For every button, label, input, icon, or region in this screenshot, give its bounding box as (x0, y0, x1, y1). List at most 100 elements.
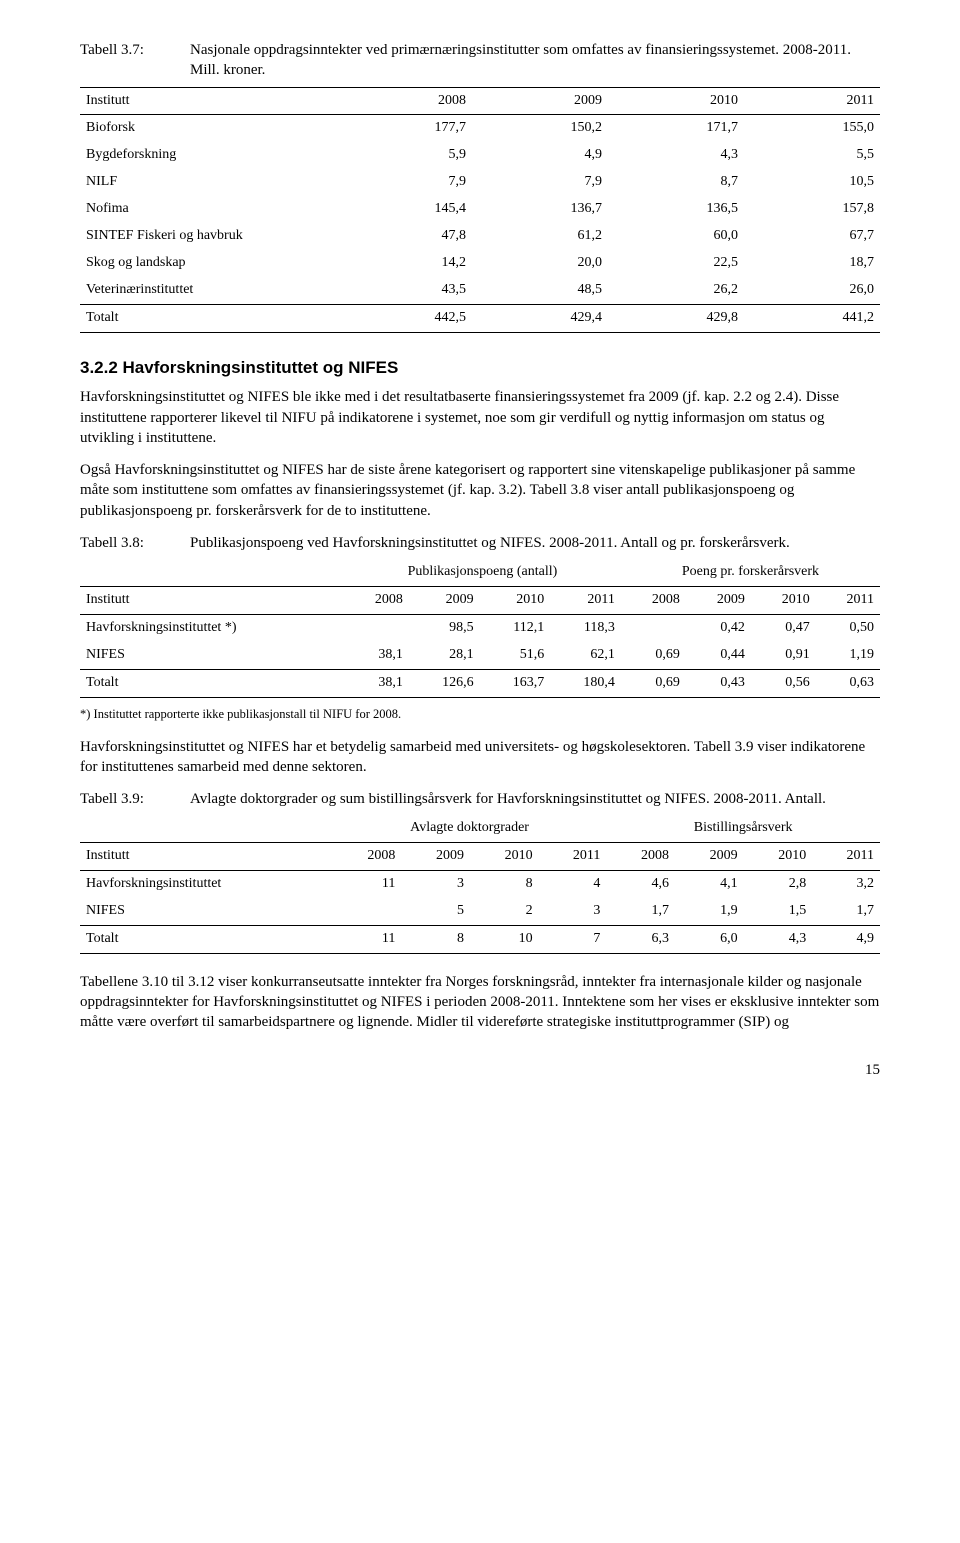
table-row: NIFES5231,71,91,51,7 (80, 898, 880, 925)
cell-value: 48,5 (472, 277, 608, 304)
col-year: 2009 (401, 843, 470, 871)
cell-value: 1,5 (744, 898, 813, 925)
cell-value: 62,1 (550, 642, 621, 669)
cell-value (621, 614, 686, 641)
section-3-2-2-p1: Havforskningsinstituttet og NIFES ble ik… (80, 387, 880, 448)
row-name: Bygdeforskning (80, 142, 336, 169)
col-year: 2009 (409, 587, 480, 615)
cell-value: 441,2 (744, 304, 880, 332)
cell-value: 28,1 (409, 642, 480, 669)
table-row: Havforskningsinstituttet113844,64,12,83,… (80, 871, 880, 898)
table-row: Skog og landskap14,220,022,518,7 (80, 250, 880, 277)
cell-value: 5,5 (744, 142, 880, 169)
cell-value: 4,9 (472, 142, 608, 169)
table-row: NIFES38,128,151,662,10,690,440,911,19 (80, 642, 880, 669)
table-3-9: Avlagte doktorgrader Bistillingsårsverk … (80, 815, 880, 953)
col-institutt: Institutt (80, 87, 336, 115)
cell-value: 118,3 (550, 614, 621, 641)
cell-value: 3 (401, 871, 470, 898)
cell-value: 47,8 (336, 223, 472, 250)
cell-value: 20,0 (472, 250, 608, 277)
row-name: Havforskningsinstituttet *) (80, 614, 344, 641)
col-year: 2009 (686, 587, 751, 615)
table-3-9-caption: Tabell 3.9: Avlagte doktorgrader og sum … (80, 789, 880, 809)
cell-value: 0,69 (621, 642, 686, 669)
cell-value: 155,0 (744, 115, 880, 142)
col-year: 2011 (816, 587, 880, 615)
section-3-2-2-heading: 3.2.2 Havforskningsinstituttet og NIFES (80, 357, 880, 380)
cell-value: 3,2 (812, 871, 880, 898)
cell-value: 0,56 (751, 669, 816, 697)
cell-value: 8 (401, 925, 470, 953)
cell-value: 98,5 (409, 614, 480, 641)
page-number: 15 (80, 1060, 880, 1080)
cell-value: 60,0 (608, 223, 744, 250)
col-year: 2009 (472, 87, 608, 115)
cell-value: 429,8 (608, 304, 744, 332)
col-year: 2010 (480, 587, 551, 615)
cell-value: 177,7 (336, 115, 472, 142)
row-name: NIFES (80, 898, 333, 925)
cell-value: 8 (470, 871, 539, 898)
cell-value: 171,7 (608, 115, 744, 142)
cell-value: 38,1 (344, 669, 409, 697)
col-group-b: Poeng pr. forskerårsverk (621, 559, 880, 586)
row-name: Totalt (80, 669, 344, 697)
table-row: SINTEF Fiskeri og havbruk47,861,260,067,… (80, 223, 880, 250)
cell-value: 7,9 (472, 169, 608, 196)
cell-value: 1,9 (675, 898, 744, 925)
cell-value: 4,3 (744, 925, 813, 953)
table-3-7-caption-text: Nasjonale oppdragsinntekter ved primærnæ… (190, 40, 880, 81)
col-year: 2011 (744, 87, 880, 115)
cell-value: 1,7 (606, 898, 675, 925)
cell-value: 0,47 (751, 614, 816, 641)
cell-value: 4,6 (606, 871, 675, 898)
row-name: Totalt (80, 304, 336, 332)
cell-value: 136,7 (472, 196, 608, 223)
cell-value: 14,2 (336, 250, 472, 277)
cell-value: 136,5 (608, 196, 744, 223)
table-3-7-caption: Tabell 3.7: Nasjonale oppdragsinntekter … (80, 40, 880, 81)
col-group-b: Bistillingsårsverk (606, 815, 880, 842)
table-3-9-label: Tabell 3.9: (80, 789, 190, 809)
cell-value: 0,42 (686, 614, 751, 641)
row-name: SINTEF Fiskeri og havbruk (80, 223, 336, 250)
cell-value: 0,69 (621, 669, 686, 697)
col-group-a: Publikasjonspoeng (antall) (344, 559, 621, 586)
table-3-7: Institutt 2008 2009 2010 2011 Bioforsk17… (80, 87, 880, 333)
table-total-row: Totalt38,1126,6163,7180,40,690,430,560,6… (80, 669, 880, 697)
cell-value: 7,9 (336, 169, 472, 196)
cell-value: 4 (539, 871, 607, 898)
cell-value: 38,1 (344, 642, 409, 669)
cell-value: 6,3 (606, 925, 675, 953)
row-name: Bioforsk (80, 115, 336, 142)
cell-value: 180,4 (550, 669, 621, 697)
row-name: Havforskningsinstituttet (80, 871, 333, 898)
cell-value: 150,2 (472, 115, 608, 142)
col-year: 2008 (606, 843, 675, 871)
cell-value: 4,9 (812, 925, 880, 953)
table-row: Nofima145,4136,7136,5157,8 (80, 196, 880, 223)
table-row: NILF7,97,98,710,5 (80, 169, 880, 196)
col-year: 2010 (751, 587, 816, 615)
cell-value: 26,2 (608, 277, 744, 304)
cell-value: 126,6 (409, 669, 480, 697)
cell-value: 2 (470, 898, 539, 925)
table-row: Havforskningsinstituttet *) 98,5112,1118,… (80, 614, 880, 641)
table-row: Bioforsk177,7150,2171,7155,0 (80, 115, 880, 142)
col-year: 2010 (470, 843, 539, 871)
col-year: 2008 (344, 587, 409, 615)
table-total-row: Totalt1181076,36,04,34,9 (80, 925, 880, 953)
table-row: Veterinærinstituttet43,548,526,226,0 (80, 277, 880, 304)
cell-value: 442,5 (336, 304, 472, 332)
cell-value: 0,50 (816, 614, 880, 641)
cell-value: 112,1 (480, 614, 551, 641)
col-year: 2010 (744, 843, 813, 871)
cell-value: 10,5 (744, 169, 880, 196)
cell-value: 1,7 (812, 898, 880, 925)
col-year: 2009 (675, 843, 744, 871)
cell-value: 43,5 (336, 277, 472, 304)
row-name: Veterinærinstituttet (80, 277, 336, 304)
table-3-8-caption: Tabell 3.8: Publikasjonspoeng ved Havfor… (80, 533, 880, 553)
table-total-row: Totalt442,5429,4429,8441,2 (80, 304, 880, 332)
